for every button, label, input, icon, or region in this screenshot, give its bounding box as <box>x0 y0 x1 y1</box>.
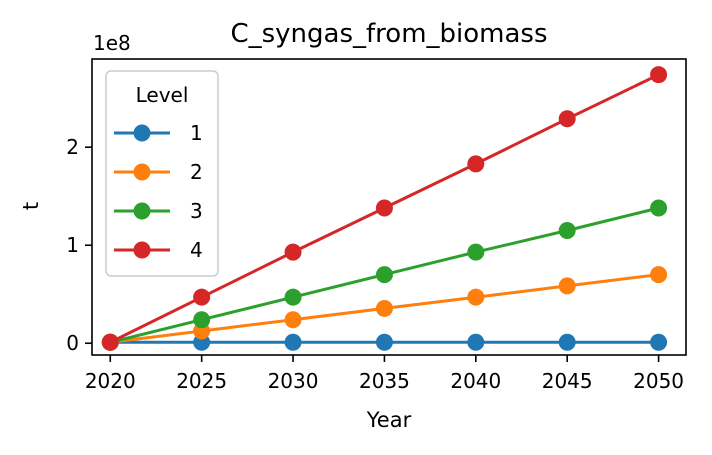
y-offset-label: 1e8 <box>93 31 131 55</box>
plot-area: 2020 2025 2030 2035 2040 2045 2050 0 1 2 <box>66 58 687 393</box>
point-level-3-2050 <box>650 199 668 217</box>
point-level-2-2035 <box>375 299 393 317</box>
plot-frame <box>91 58 687 356</box>
x-tick-label-2050: 2050 <box>633 369 684 393</box>
legend-label-level-4: 4 <box>190 238 203 262</box>
point-level-4-2040 <box>467 155 485 173</box>
point-level-3-2040 <box>467 243 485 261</box>
x-tick-label-2030: 2030 <box>268 369 319 393</box>
point-level-1-2030 <box>284 333 302 351</box>
x-tick-label-2020: 2020 <box>85 369 136 393</box>
point-level-4-2020 <box>101 333 119 351</box>
legend-label-level-1: 1 <box>190 121 203 145</box>
point-level-1-2040 <box>467 333 485 351</box>
y-tick-label-1: 1 <box>66 233 79 257</box>
legend-marker-level-4 <box>133 241 151 259</box>
legend-label-level-3: 3 <box>190 199 203 223</box>
x-axis-label: Year <box>366 408 412 432</box>
point-level-4-2050 <box>650 66 668 84</box>
legend-marker-level-2 <box>133 163 151 181</box>
legend-title: Level <box>136 83 189 107</box>
x-tick-label-2045: 2045 <box>542 369 593 393</box>
point-level-4-2035 <box>375 199 393 217</box>
legend-marker-level-1 <box>133 124 151 142</box>
point-level-1-2050 <box>650 333 668 351</box>
point-level-3-2045 <box>558 222 576 240</box>
point-level-4-2030 <box>284 243 302 261</box>
y-axis-label: t <box>19 202 43 210</box>
point-level-4-2025 <box>193 288 211 306</box>
x-tick-label-2035: 2035 <box>359 369 410 393</box>
point-level-2-2050 <box>650 266 668 284</box>
point-level-2-2040 <box>467 288 485 306</box>
point-level-1-2035 <box>375 333 393 351</box>
point-level-1-2045 <box>558 333 576 351</box>
y-tick-label-2: 2 <box>66 135 79 159</box>
chart-title: C_syngas_from_biomass <box>230 19 547 49</box>
point-level-3-2030 <box>284 288 302 306</box>
point-level-3-2035 <box>375 266 393 284</box>
point-level-2-2030 <box>284 311 302 329</box>
legend-marker-level-3 <box>133 202 151 220</box>
point-level-2-2045 <box>558 277 576 295</box>
point-level-4-2045 <box>558 110 576 128</box>
x-tick-label-2025: 2025 <box>176 369 227 393</box>
legend-label-level-2: 2 <box>190 160 203 184</box>
point-level-3-2025 <box>193 311 211 329</box>
x-tick-label-2040: 2040 <box>450 369 501 393</box>
y-tick-label-0: 0 <box>66 331 79 355</box>
